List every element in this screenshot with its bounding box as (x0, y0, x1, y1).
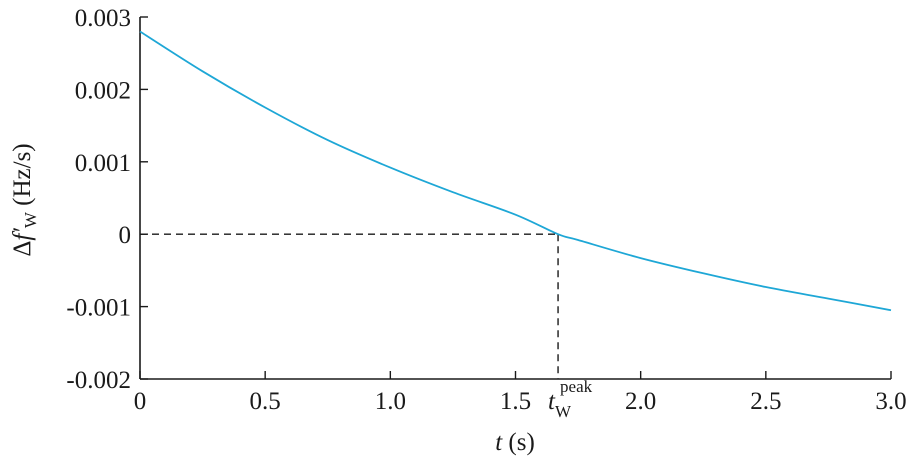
y-axis-var: f′ (9, 228, 36, 241)
x-axis-var: t (495, 429, 503, 456)
series-line-0 (139, 30, 892, 312)
y-tick-label: -0.001 (66, 295, 131, 322)
axes (139, 17, 891, 380)
x-tick-label: 0 (134, 388, 147, 415)
x-axis-title: t (s) (495, 429, 535, 456)
peak-annotation-sub: W (555, 402, 572, 421)
x-ticks: 0 0.5 1.0 1.5 2.0 2.5 3.0 (134, 371, 907, 415)
x-tick-label: 1.0 (375, 388, 406, 415)
y-axis-prefix: Δ (9, 241, 36, 257)
x-tick-label: 1.5 (500, 388, 531, 415)
x-tick-label: 2.0 (625, 388, 656, 415)
y-tick-label: 0.001 (75, 150, 131, 177)
peak-annotation-sup: peak (560, 377, 593, 396)
x-tick-label: 3.0 (875, 388, 906, 415)
y-tick-label: -0.002 (66, 367, 131, 394)
y-axis-sub: W (21, 211, 40, 228)
y-axis-title: Δf′W (Hz/s) (9, 143, 40, 256)
x-axis-unit: (s) (502, 429, 535, 456)
y-tick-label: 0.003 (75, 5, 131, 32)
y-axis-unit: (Hz/s) (9, 143, 36, 212)
y-tick-label: 0 (119, 222, 132, 249)
peak-annotation-var: t (548, 388, 556, 415)
series (139, 30, 892, 312)
y-tick-label: 0.002 (75, 77, 131, 104)
x-tick-label: 0.5 (250, 388, 281, 415)
peak-annotation: tWpeak (548, 377, 593, 421)
y-ticks: -0.002 -0.001 0 0.001 0.002 0.003 (66, 5, 148, 394)
x-tick-label: 2.5 (750, 388, 781, 415)
reference-lines (140, 233, 559, 379)
